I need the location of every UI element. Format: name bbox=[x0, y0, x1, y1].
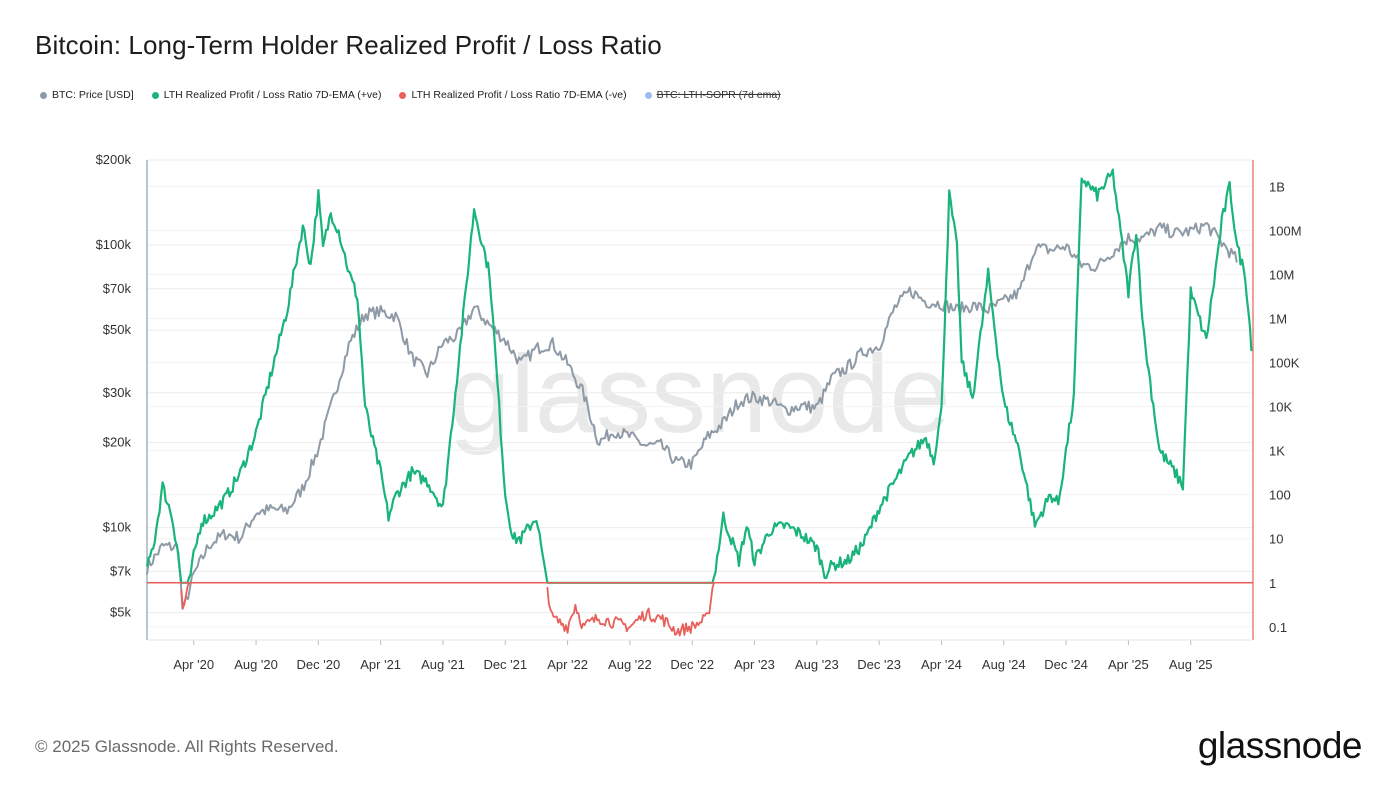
left-tick-label: $10k bbox=[103, 520, 132, 535]
legend-item-btc-price[interactable]: BTC: Price [USD] bbox=[40, 89, 134, 101]
x-tick-label: Apr '21 bbox=[360, 657, 401, 672]
x-tick-label: Dec '22 bbox=[670, 657, 714, 672]
legend-dot-icon bbox=[40, 91, 47, 99]
copyright-text: © 2025 Glassnode. All Rights Reserved. bbox=[35, 737, 339, 756]
series-layer bbox=[145, 168, 1253, 637]
x-tick-label: Aug '23 bbox=[795, 657, 839, 672]
x-tick-label: Apr '24 bbox=[921, 657, 962, 672]
chart-axes bbox=[146, 160, 1254, 645]
x-tick-label: Aug '20 bbox=[234, 657, 278, 672]
legend-dot-icon bbox=[644, 91, 652, 99]
x-tick-label: Apr '20 bbox=[173, 657, 214, 672]
left-tick-label: $70k bbox=[103, 281, 132, 296]
x-tick-label: Apr '22 bbox=[547, 657, 588, 672]
legend-label: LTH Realized Profit / Loss Ratio 7D-EMA … bbox=[163, 89, 382, 101]
x-tick-label: Aug '24 bbox=[982, 657, 1026, 672]
right-tick-label: 10M bbox=[1269, 267, 1294, 282]
x-tick-label: Aug '21 bbox=[421, 657, 465, 672]
right-tick-label: 10K bbox=[1269, 400, 1292, 415]
right-tick-label: 1K bbox=[1269, 444, 1285, 459]
page-title: Bitcoin: Long-Term Holder Realized Profi… bbox=[35, 30, 662, 60]
x-tick-label: Dec '20 bbox=[297, 657, 341, 672]
legend-dot-icon bbox=[399, 91, 407, 99]
right-axis-ticks: 1B 100M 10M 1M 100K 10K 1K 100 10 1 0.1 bbox=[1269, 179, 1302, 634]
left-tick-label: $30k bbox=[103, 385, 132, 400]
legend-label: BTC: Price [USD] bbox=[52, 89, 134, 101]
right-tick-label: 0.1 bbox=[1269, 620, 1287, 635]
x-tick-label: Dec '23 bbox=[857, 657, 901, 672]
right-tick-label: 10 bbox=[1269, 532, 1283, 547]
right-tick-label: 100K bbox=[1269, 356, 1300, 371]
right-tick-label: 1M bbox=[1269, 312, 1287, 327]
x-tick-label: Aug '25 bbox=[1169, 657, 1213, 672]
x-axis-ticks: Apr '20 Aug '20 Dec '20 Apr '21 Aug '21 Dec '… bbox=[173, 657, 1212, 672]
legend-item-lth-ratio-negative[interactable]: LTH Realized Profit / Loss Ratio 7D-EMA … bbox=[399, 89, 627, 101]
x-tick-label: Dec '21 bbox=[483, 657, 527, 672]
left-tick-label: $5k bbox=[110, 605, 131, 620]
chart-legend: BTC: Price [USD] LTH Realized Profit / L… bbox=[40, 89, 781, 101]
brand-logo: glassnode bbox=[1197, 725, 1363, 766]
x-tick-label: Aug '22 bbox=[608, 657, 652, 672]
left-tick-label: $20k bbox=[103, 435, 132, 450]
left-tick-label: $7k bbox=[110, 563, 131, 578]
legend-label: LTH Realized Profit / Loss Ratio 7D-EMA … bbox=[411, 89, 627, 101]
left-axis-ticks: $200k $100k $70k $50k $30k $20k $10k $7k $5k bbox=[96, 152, 132, 620]
right-tick-label: 100M bbox=[1269, 223, 1302, 238]
x-tick-label: Dec '24 bbox=[1044, 657, 1088, 672]
left-tick-label: $50k bbox=[103, 322, 132, 337]
x-tick-label: Apr '23 bbox=[734, 657, 775, 672]
legend-item-lth-sopr[interactable]: BTC: LTH-SOPR (7d ema) bbox=[644, 89, 781, 101]
right-tick-label: 1B bbox=[1269, 179, 1285, 194]
x-tick-label: Apr '25 bbox=[1108, 657, 1149, 672]
series-line-lth-ratio-negative bbox=[546, 582, 715, 637]
chart-area[interactable]: glassnode $200k $100k $70k $50k $30k $20k $10k… bbox=[0, 0, 1400, 720]
right-tick-label: 1 bbox=[1269, 576, 1276, 591]
left-tick-label: $100k bbox=[96, 237, 132, 252]
right-tick-label: 100 bbox=[1269, 488, 1291, 503]
legend-label: BTC: LTH-SOPR (7d ema) bbox=[656, 89, 781, 101]
watermark: glassnode bbox=[449, 333, 951, 456]
legend-item-lth-ratio-positive[interactable]: LTH Realized Profit / Loss Ratio 7D-EMA … bbox=[151, 89, 382, 101]
series-line-btc-price bbox=[146, 222, 1238, 610]
series-line-lth-ratio-negative bbox=[180, 582, 190, 610]
legend-dot-icon bbox=[151, 91, 159, 99]
left-tick-label: $200k bbox=[96, 152, 132, 167]
grid-lines bbox=[147, 159, 1253, 628]
